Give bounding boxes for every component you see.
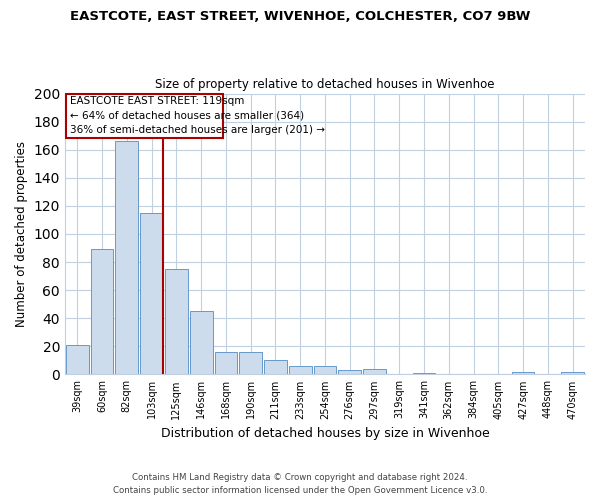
Bar	[115, 142, 138, 374]
Bar	[66, 345, 89, 374]
Bar	[190, 311, 212, 374]
Bar	[512, 372, 535, 374]
Title: Size of property relative to detached houses in Wivenhoe: Size of property relative to detached ho…	[155, 78, 495, 91]
Bar	[413, 373, 436, 374]
Bar	[264, 360, 287, 374]
Bar	[239, 352, 262, 374]
Bar	[289, 366, 311, 374]
Bar	[363, 369, 386, 374]
Y-axis label: Number of detached properties: Number of detached properties	[15, 141, 28, 327]
Bar	[91, 250, 113, 374]
Bar	[338, 370, 361, 374]
FancyBboxPatch shape	[66, 94, 223, 138]
Text: EASTCOTE EAST STREET: 119sqm
← 64% of detached houses are smaller (364)
36% of s: EASTCOTE EAST STREET: 119sqm ← 64% of de…	[70, 96, 325, 136]
Bar	[215, 352, 237, 374]
X-axis label: Distribution of detached houses by size in Wivenhoe: Distribution of detached houses by size …	[161, 427, 490, 440]
Text: Contains HM Land Registry data © Crown copyright and database right 2024.
Contai: Contains HM Land Registry data © Crown c…	[113, 474, 487, 495]
Bar	[165, 269, 188, 374]
Bar	[314, 366, 337, 374]
Bar	[140, 213, 163, 374]
Bar	[561, 372, 584, 374]
Text: EASTCOTE, EAST STREET, WIVENHOE, COLCHESTER, CO7 9BW: EASTCOTE, EAST STREET, WIVENHOE, COLCHES…	[70, 10, 530, 23]
